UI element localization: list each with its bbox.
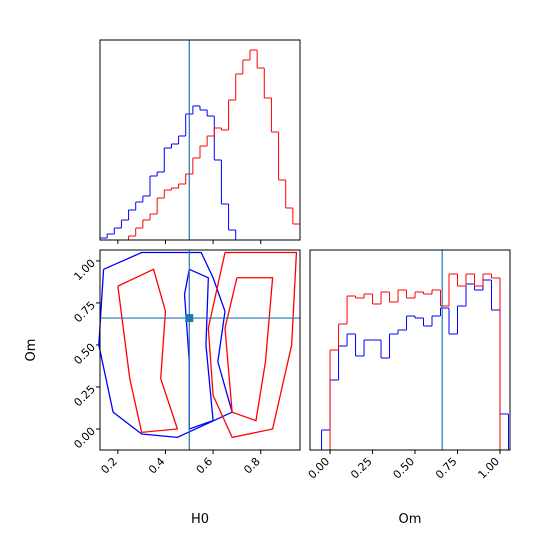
x-tick-label: 0.8 bbox=[241, 455, 263, 477]
x-tick-label: 1.00 bbox=[476, 455, 503, 482]
axes-frame bbox=[99, 249, 301, 451]
y-axis-label: Om bbox=[24, 339, 39, 362]
contour-line bbox=[98, 251, 233, 439]
truth-marker bbox=[185, 314, 194, 323]
axes-frame bbox=[309, 249, 511, 451]
x-tick-label: 0.50 bbox=[391, 455, 418, 482]
contour-line bbox=[207, 251, 298, 439]
y-tick-label: 1.00 bbox=[71, 257, 98, 284]
x-axis-label: Om bbox=[399, 512, 422, 527]
x-tick-label: 0.2 bbox=[98, 455, 120, 477]
x-axis-label: H0 bbox=[191, 512, 209, 527]
axes-frame bbox=[99, 39, 301, 241]
x-tick-label: 0.00 bbox=[306, 455, 333, 482]
y-tick-label: 0.00 bbox=[71, 425, 98, 452]
x-tick-label: 0.6 bbox=[194, 455, 216, 477]
y-tick-label: 0.50 bbox=[71, 341, 98, 368]
contour-line bbox=[117, 268, 179, 434]
x-tick-label: 0.25 bbox=[348, 455, 375, 482]
y-tick-label: 0.25 bbox=[71, 383, 98, 410]
contour-line bbox=[224, 277, 274, 422]
x-tick-label: 0.75 bbox=[433, 455, 460, 482]
y-tick-label: 0.75 bbox=[71, 299, 98, 326]
x-tick-label: 0.4 bbox=[146, 455, 168, 477]
contour-line bbox=[183, 268, 214, 430]
